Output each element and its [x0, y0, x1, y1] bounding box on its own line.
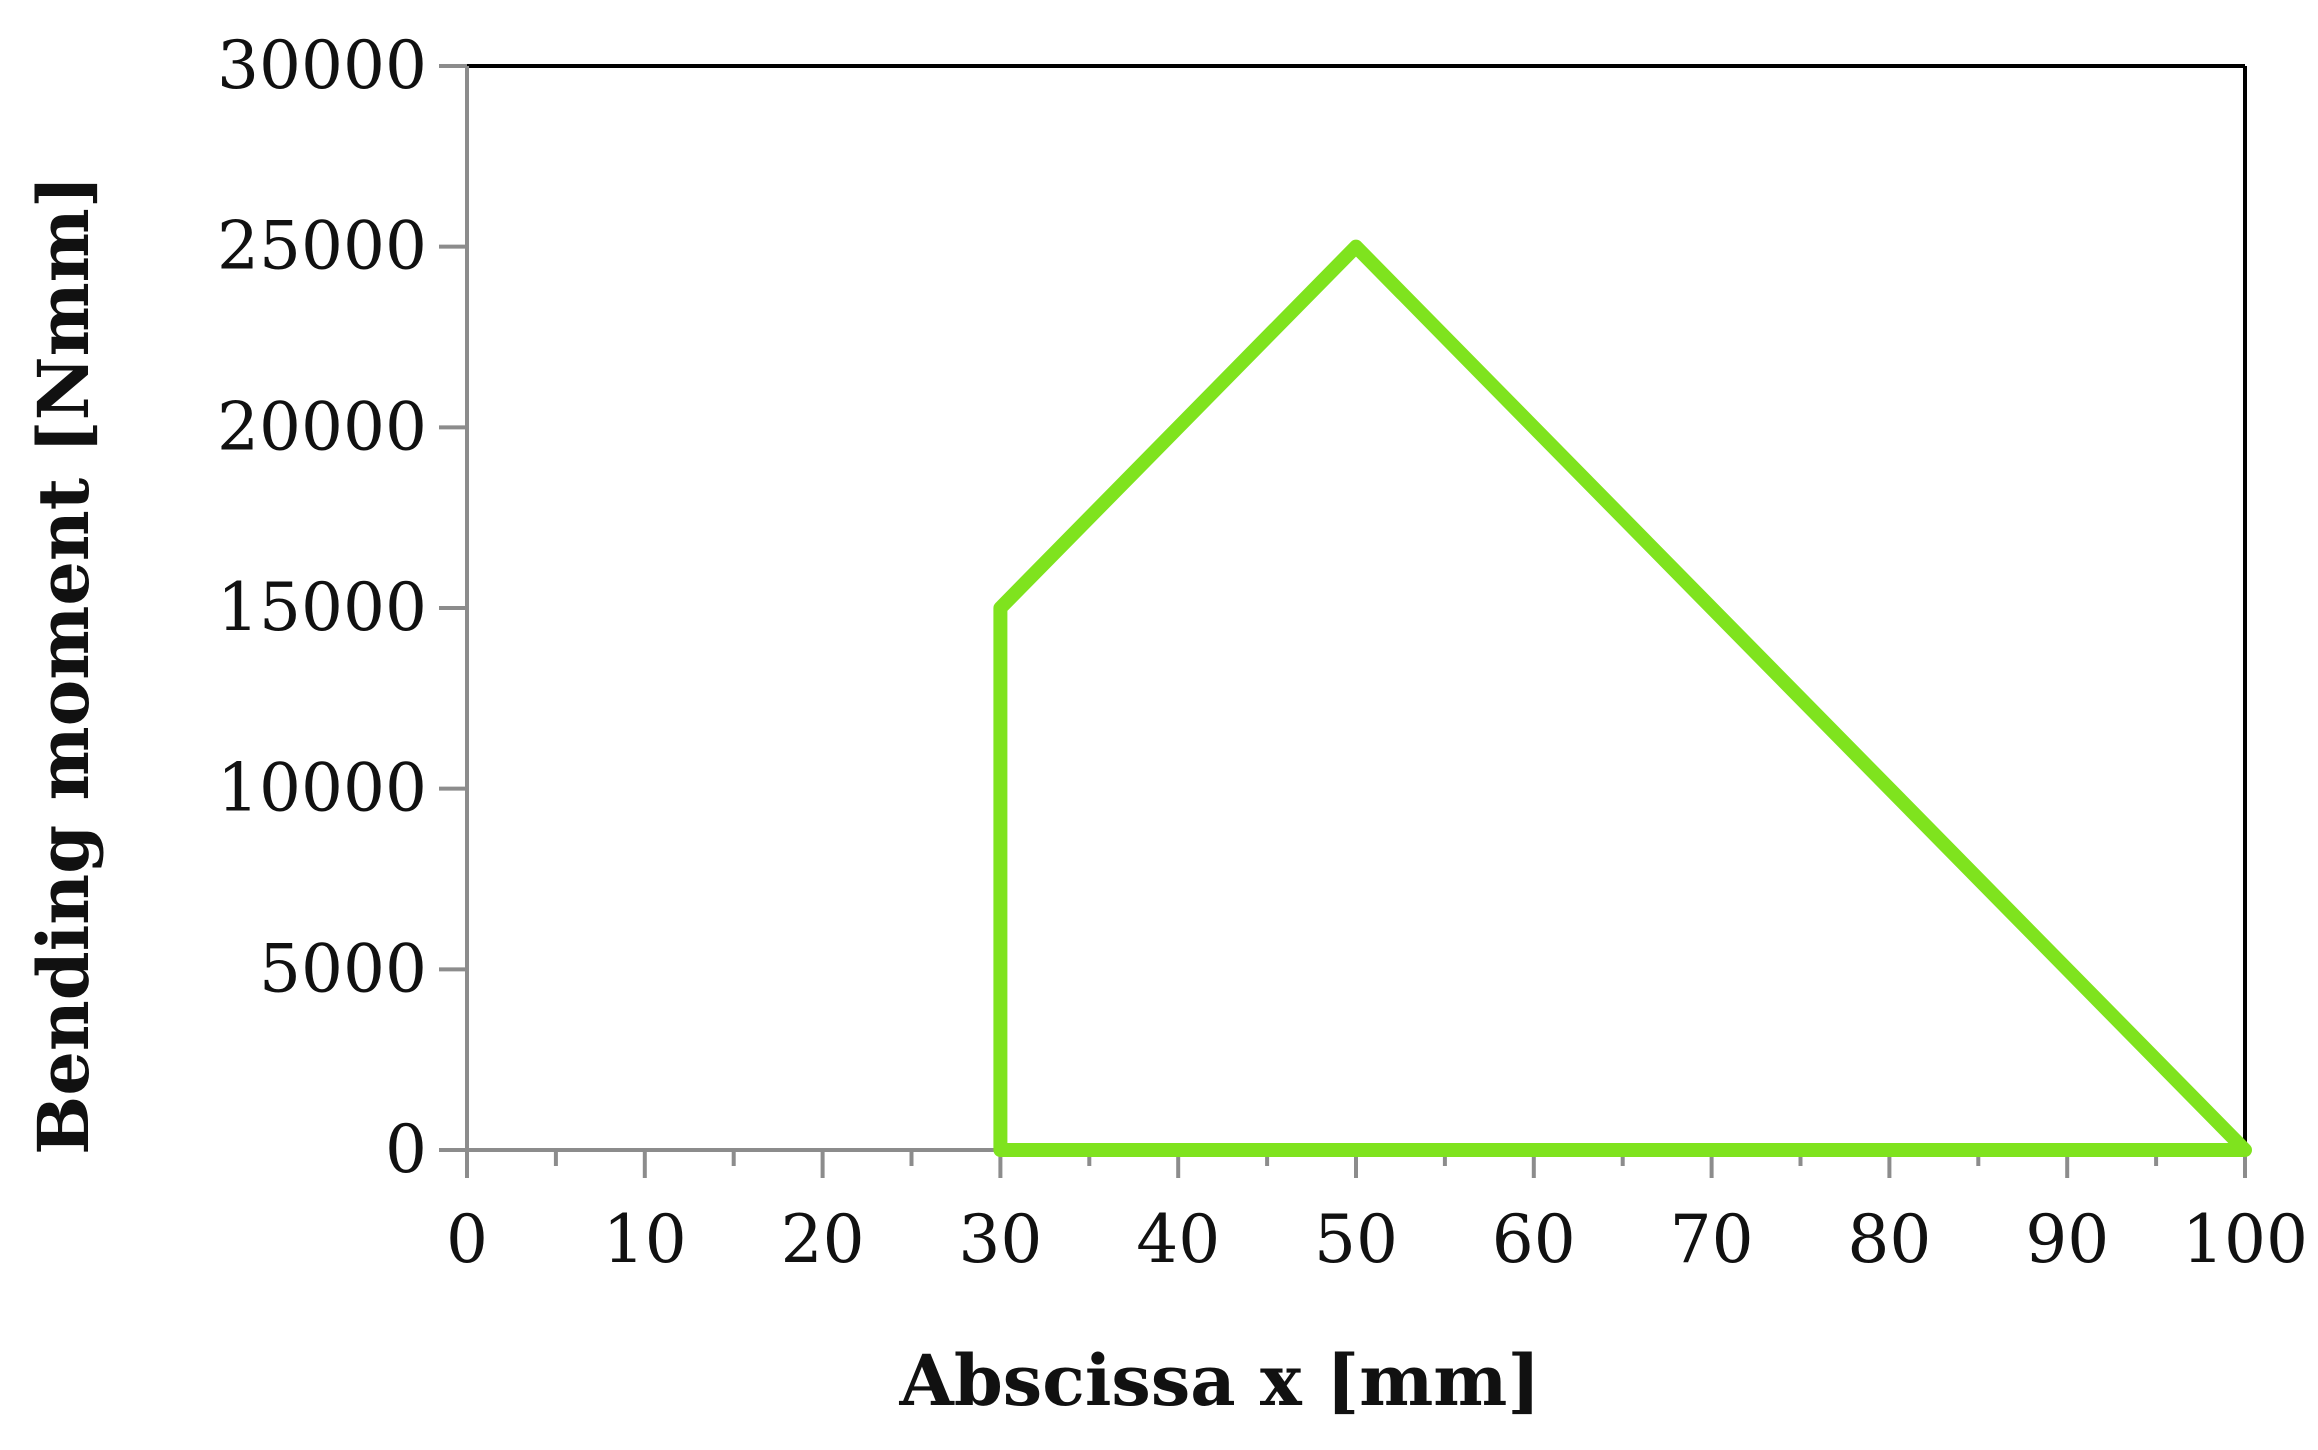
- y-tick-label: 30000: [217, 27, 427, 104]
- y-tick-label: 15000: [217, 569, 427, 646]
- bending-moment-line: [993, 239, 2252, 1157]
- x-tick-label: 10: [603, 1201, 687, 1278]
- x-tick-label: 60: [1492, 1201, 1576, 1278]
- y-tick-label: 25000: [217, 208, 427, 285]
- tick-labels: 0 10 20 30 40 50 60 70 80 90 100 0 5000 10000 15000 200…: [217, 27, 2308, 1278]
- x-tick-label: 0: [446, 1201, 488, 1278]
- x-tick-label: 30: [958, 1201, 1042, 1278]
- y-axis-title: Bending moment [Nmm]: [22, 175, 105, 1155]
- series-layer: [993, 239, 2252, 1157]
- x-tick-label: 20: [781, 1201, 865, 1278]
- x-tick-label: 50: [1314, 1201, 1398, 1278]
- x-tick-label: 40: [1136, 1201, 1220, 1278]
- y-tick-label: 0: [385, 1111, 427, 1188]
- y-tick-label: 5000: [259, 930, 427, 1007]
- axis-ticks: [439, 64, 2247, 1178]
- plot-frame: [465, 64, 2247, 1152]
- x-axis-title: Abscissa x [mm]: [899, 1339, 1541, 1422]
- x-tick-label: 70: [1670, 1201, 1754, 1278]
- x-tick-label: 100: [2182, 1201, 2308, 1278]
- x-tick-label: 80: [1847, 1201, 1931, 1278]
- y-tick-label: 10000: [217, 750, 427, 827]
- x-tick-label: 90: [2025, 1201, 2109, 1278]
- y-tick-label: 20000: [217, 388, 427, 465]
